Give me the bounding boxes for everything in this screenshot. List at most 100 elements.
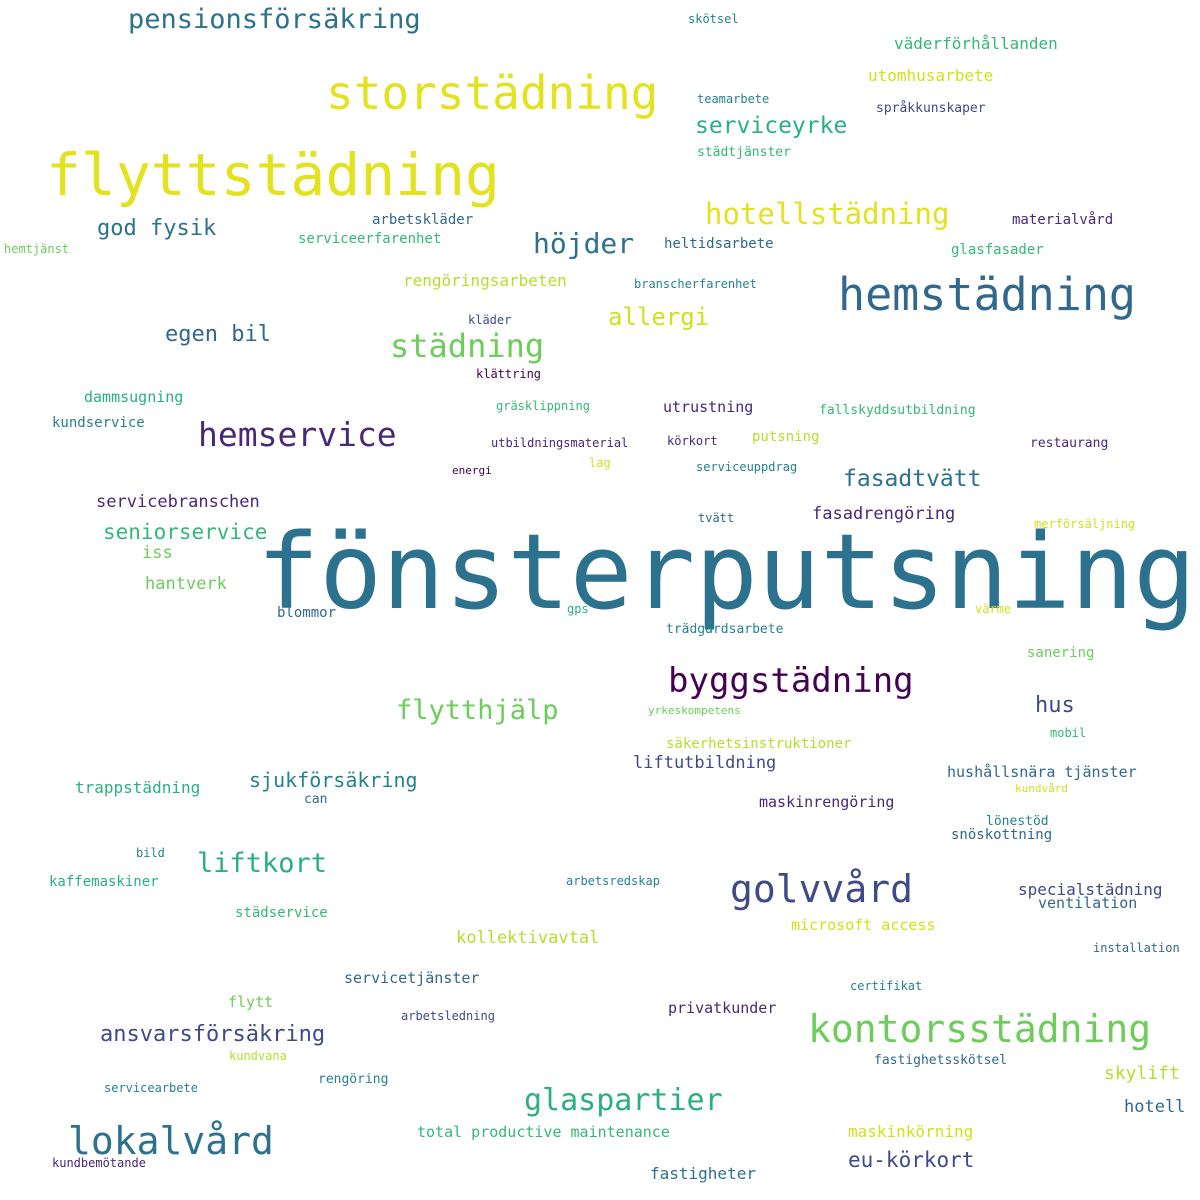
cloud-word: ventilation [1038,894,1138,912]
cloud-word: golvvård [730,867,914,911]
cloud-word: privatkunder [668,999,777,1017]
cloud-word: kundvård [1015,782,1068,795]
cloud-word: merförsäljning [1034,517,1136,531]
cloud-word: yrkeskompetens [648,704,741,717]
cloud-word: serviceerfarenhet [298,231,442,247]
cloud-word: fallskyddsutbildning [819,403,976,418]
cloud-word: dammsugning [84,388,184,406]
cloud-word: specialstädning [1018,880,1163,899]
cloud-word: hus [1035,693,1075,718]
cloud-word: rengöring [318,1072,389,1087]
cloud-word: lönestöd [986,814,1049,829]
cloud-word: snöskottning [951,827,1053,843]
cloud-word: allergi [608,303,710,331]
cloud-word: materialvård [1012,212,1114,228]
cloud-word: fasadrengöring [812,504,956,524]
cloud-word: hotellstädning [705,197,950,231]
cloud-word: blommor [277,605,337,621]
cloud-word: total productive maintenance [417,1123,670,1141]
cloud-word: hantverk [145,574,227,594]
cloud-word: flytthjälp [396,695,559,726]
cloud-word: städning [390,327,545,365]
cloud-word: energi [452,464,492,477]
cloud-word: servicebranschen [96,492,260,512]
cloud-word: can [304,792,328,807]
cloud-word: servicearbete [104,1081,198,1095]
cloud-word: egen bil [165,322,271,347]
cloud-word: lag [589,456,611,470]
cloud-word: gräsklippning [496,399,590,413]
cloud-word: kundbemötande [52,1156,146,1170]
cloud-word: maskinkörning [848,1122,974,1141]
cloud-word: storstädning [326,66,659,120]
cloud-word: lokalvård [68,1119,274,1163]
cloud-word: fastighetsskötsel [874,1053,1008,1068]
cloud-word: glasfasader [951,242,1044,258]
cloud-word: utbildningsmaterial [491,436,629,450]
cloud-word: flyttstädning [46,141,500,209]
cloud-word: skötsel [688,12,739,26]
cloud-word: sanering [1027,645,1095,661]
cloud-word: kundservice [52,415,145,431]
cloud-word: kaffemaskiner [49,874,159,890]
cloud-word: liftutbildning [633,753,777,773]
cloud-word: städservice [235,905,328,921]
cloud-word: hotell [1124,1097,1186,1117]
cloud-word: trappstädning [75,778,201,797]
cloud-word: kontorsstädning [808,1007,1152,1051]
cloud-word: restaurang [1030,436,1109,451]
cloud-word: fasadtvätt [843,466,982,492]
cloud-word: säkerhetsinstruktioner [666,736,852,752]
cloud-word: hemservice [198,415,397,454]
cloud-word: höjder [533,227,635,260]
cloud-word: kundvana [229,1049,287,1063]
cloud-word: mobil [1050,726,1087,740]
cloud-word: skylift [1104,1063,1180,1084]
cloud-word: hemstädning [838,268,1137,321]
cloud-word: installation [1093,941,1180,955]
cloud-word: körkort [667,434,718,448]
cloud-word: serviceyrke [695,113,848,139]
cloud-word: arbetsredskap [566,874,660,888]
cloud-word: arbetsledning [401,1009,495,1023]
cloud-word: heltidsarbete [664,236,774,252]
cloud-word: värme [975,602,1012,616]
cloud-word: trädgårdsarbete [666,622,784,637]
cloud-word: städtjänster [697,145,791,160]
cloud-word: liftkort [197,848,328,879]
cloud-word: putsning [752,429,820,445]
cloud-word: maskinrengöring [759,793,895,811]
cloud-word: serviceuppdrag [696,460,798,474]
cloud-word: flytt [228,993,274,1011]
cloud-word: fastigheter [650,1164,756,1183]
cloud-word: eu-körkort [848,1148,975,1172]
cloud-word: certifikat [850,979,923,993]
cloud-word: gps [567,602,589,616]
cloud-word: seniorservice [103,520,268,544]
cloud-word: hemtjänst [4,242,70,256]
cloud-word: rengöringsarbeten [403,271,567,290]
cloud-word: teamarbete [697,92,770,106]
cloud-word: branscherfarenhet [634,277,757,291]
cloud-word: god fysik [97,216,217,241]
cloud-word: språkkunskaper [876,101,986,116]
cloud-word: fönsterputsning [256,511,1196,633]
cloud-word: arbetskläder [372,212,474,228]
cloud-word: klättring [476,367,542,381]
cloud-word: iss [142,543,173,563]
cloud-word: kollektivavtal [456,928,600,948]
cloud-word: väderförhållanden [894,34,1058,53]
cloud-word: tvätt [698,511,735,525]
cloud-word: glaspartier [524,1083,723,1118]
cloud-word: utomhusarbete [868,66,994,85]
cloud-word: bild [136,846,165,860]
cloud-word: servicetjänster [344,969,480,987]
cloud-word: hushållsnära tjänster [947,763,1137,781]
cloud-word: utrustning [663,398,754,416]
cloud-word: kläder [468,313,512,327]
cloud-word: microsoft access [791,916,936,934]
cloud-word: pensionsförsäkring [128,4,421,35]
cloud-word: ansvarsförsäkring [100,1022,326,1047]
cloud-word: byggstädning [668,661,914,701]
